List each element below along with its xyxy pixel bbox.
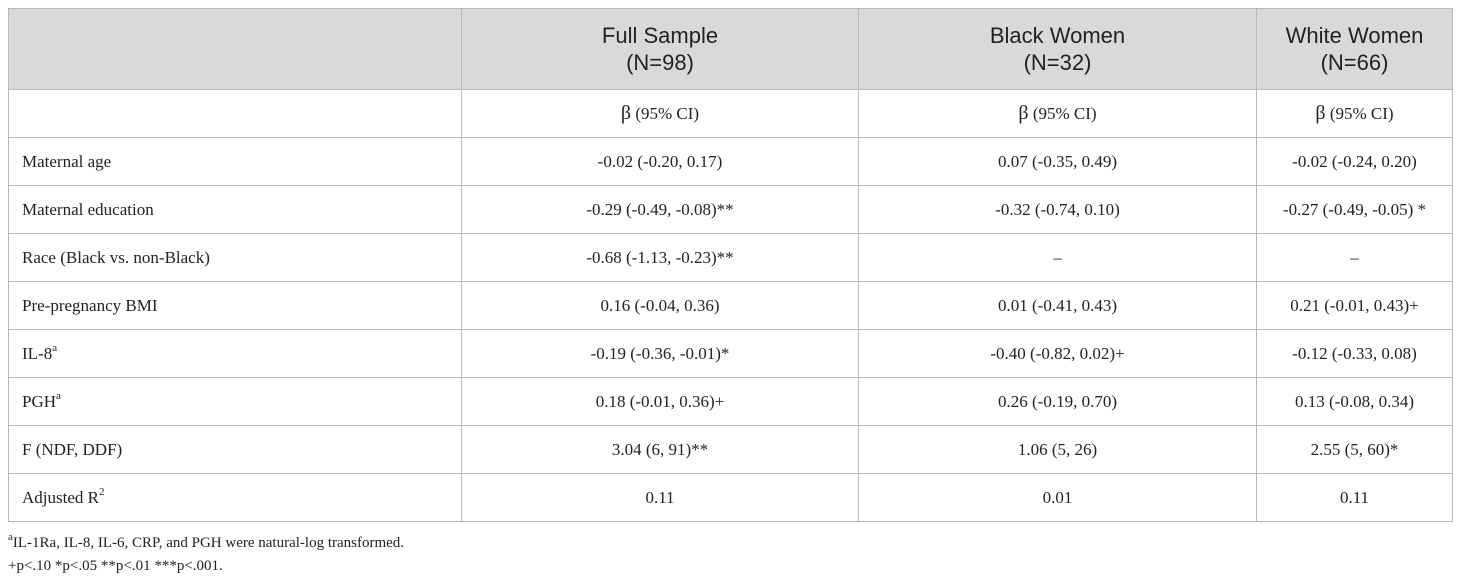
cell-black-women: 0.07 (-0.35, 0.49) [858,137,1257,186]
footnote-significance: +p<.10 *p<.05 **p<.01 ***p<.001. [8,558,223,574]
row-label: Pre-pregnancy BMI [8,281,462,330]
table-footnotes: aIL-1Ra, IL-8, IL-6, CRP, and PGH were n… [8,532,404,578]
table-row: Pre-pregnancy BMI 0.16 (-0.04, 0.36) 0.0… [8,281,1453,330]
cell-full-sample: 3.04 (6, 91)** [461,425,859,474]
row-label: PGHa [8,377,462,426]
cell-full-sample: 0.16 (-0.04, 0.36) [461,281,859,330]
regression-table: Full Sample (N=98) Black Women (N=32) Wh… [8,8,1453,522]
table-row: PGHa 0.18 (-0.01, 0.36)+ 0.26 (-0.19, 0.… [8,377,1453,426]
stat-label-text: (95% CI) [631,104,700,123]
table-row: F (NDF, DDF) 3.04 (6, 91)** 1.06 (5, 26)… [8,425,1453,474]
cell-full-sample: -0.19 (-0.36, -0.01)* [461,329,859,378]
cell-white-women: -0.27 (-0.49, -0.05) * [1256,185,1453,234]
stat-label-cell: β (95% CI) [461,89,859,138]
row-label: F (NDF, DDF) [8,425,462,474]
beta-symbol: β [620,102,632,124]
row-label: Race (Black vs. non-Black) [8,233,462,282]
cell-white-women: 0.13 (-0.08, 0.34) [1256,377,1453,426]
row-label-sup: 2 [98,485,105,498]
cell-white-women: -0.02 (-0.24, 0.20) [1256,137,1453,186]
table-row: Adjusted R2 0.11 0.01 0.11 [8,473,1453,522]
footnote-sup: a [8,531,13,543]
beta-symbol: β [1018,102,1029,124]
cell-white-women: 2.55 (5, 60)* [1256,425,1453,474]
cell-white-women: – [1256,233,1453,282]
cell-full-sample: 0.18 (-0.01, 0.36)+ [461,377,859,426]
table-row: Race (Black vs. non-Black) -0.68 (-1.13,… [8,233,1453,282]
header-group-n: (N=66) [1320,50,1389,75]
stat-label-row: β (95% CI) β (95% CI) β (95% CI) [8,89,1453,138]
cell-black-women: 0.26 (-0.19, 0.70) [858,377,1257,426]
cell-black-women: – [858,233,1257,282]
header-empty-cell [8,8,462,90]
cell-black-women: -0.32 (-0.74, 0.10) [858,185,1257,234]
header-white-women: White Women (N=66) [1256,8,1453,90]
cell-black-women: 0.01 (-0.41, 0.43) [858,281,1257,330]
table-header: Full Sample (N=98) Black Women (N=32) Wh… [8,8,1453,90]
header-group-name: White Women [1285,23,1424,48]
stat-label-empty-cell [8,89,462,138]
cell-full-sample: 0.11 [461,473,859,522]
cell-black-women: 1.06 (5, 26) [858,425,1257,474]
header-black-women: Black Women (N=32) [858,8,1257,90]
stat-label-text: (95% CI) [1325,104,1394,123]
row-label-sup: a [52,341,58,354]
cell-full-sample: -0.68 (-1.13, -0.23)** [461,233,859,282]
table-row: Maternal age -0.02 (-0.20, 0.17) 0.07 (-… [8,137,1453,186]
cell-white-women: -0.12 (-0.33, 0.08) [1256,329,1453,378]
header-group-n: (N=98) [626,50,694,75]
row-label: Maternal age [8,137,462,186]
row-label: Maternal education [8,185,462,234]
cell-white-women: 0.21 (-0.01, 0.43)+ [1256,281,1453,330]
header-row: Full Sample (N=98) Black Women (N=32) Wh… [8,8,1453,90]
header-group-n: (N=32) [1023,50,1092,75]
row-label: Adjusted R2 [8,473,462,522]
cell-full-sample: -0.02 (-0.20, 0.17) [461,137,859,186]
cell-full-sample: -0.29 (-0.49, -0.08)** [461,185,859,234]
beta-symbol: β [1315,102,1326,124]
header-group-name: Full Sample [601,23,719,48]
cell-black-women: 0.01 [858,473,1257,522]
row-label-sup: a [56,389,61,402]
footnote-transform-text: IL-1Ra, IL-8, IL-6, CRP, and PGH were na… [12,535,405,551]
table-row: Maternal education -0.29 (-0.49, -0.08)*… [8,185,1453,234]
stat-label-cell: β (95% CI) [858,89,1257,138]
table-body: β (95% CI) β (95% CI) β (95% CI) Materna… [8,89,1453,522]
stat-label-text: (95% CI) [1028,104,1097,123]
cell-white-women: 0.11 [1256,473,1453,522]
row-label: IL-8a [8,329,462,378]
header-group-name: Black Women [989,23,1126,48]
footnote-transform: aIL-1Ra, IL-8, IL-6, CRP, and PGH were n… [8,532,404,555]
stat-label-cell: β (95% CI) [1256,89,1453,138]
cell-black-women: -0.40 (-0.82, 0.02)+ [858,329,1257,378]
header-full-sample: Full Sample (N=98) [461,8,859,90]
table-row: IL-8a -0.19 (-0.36, -0.01)* -0.40 (-0.82… [8,329,1453,378]
